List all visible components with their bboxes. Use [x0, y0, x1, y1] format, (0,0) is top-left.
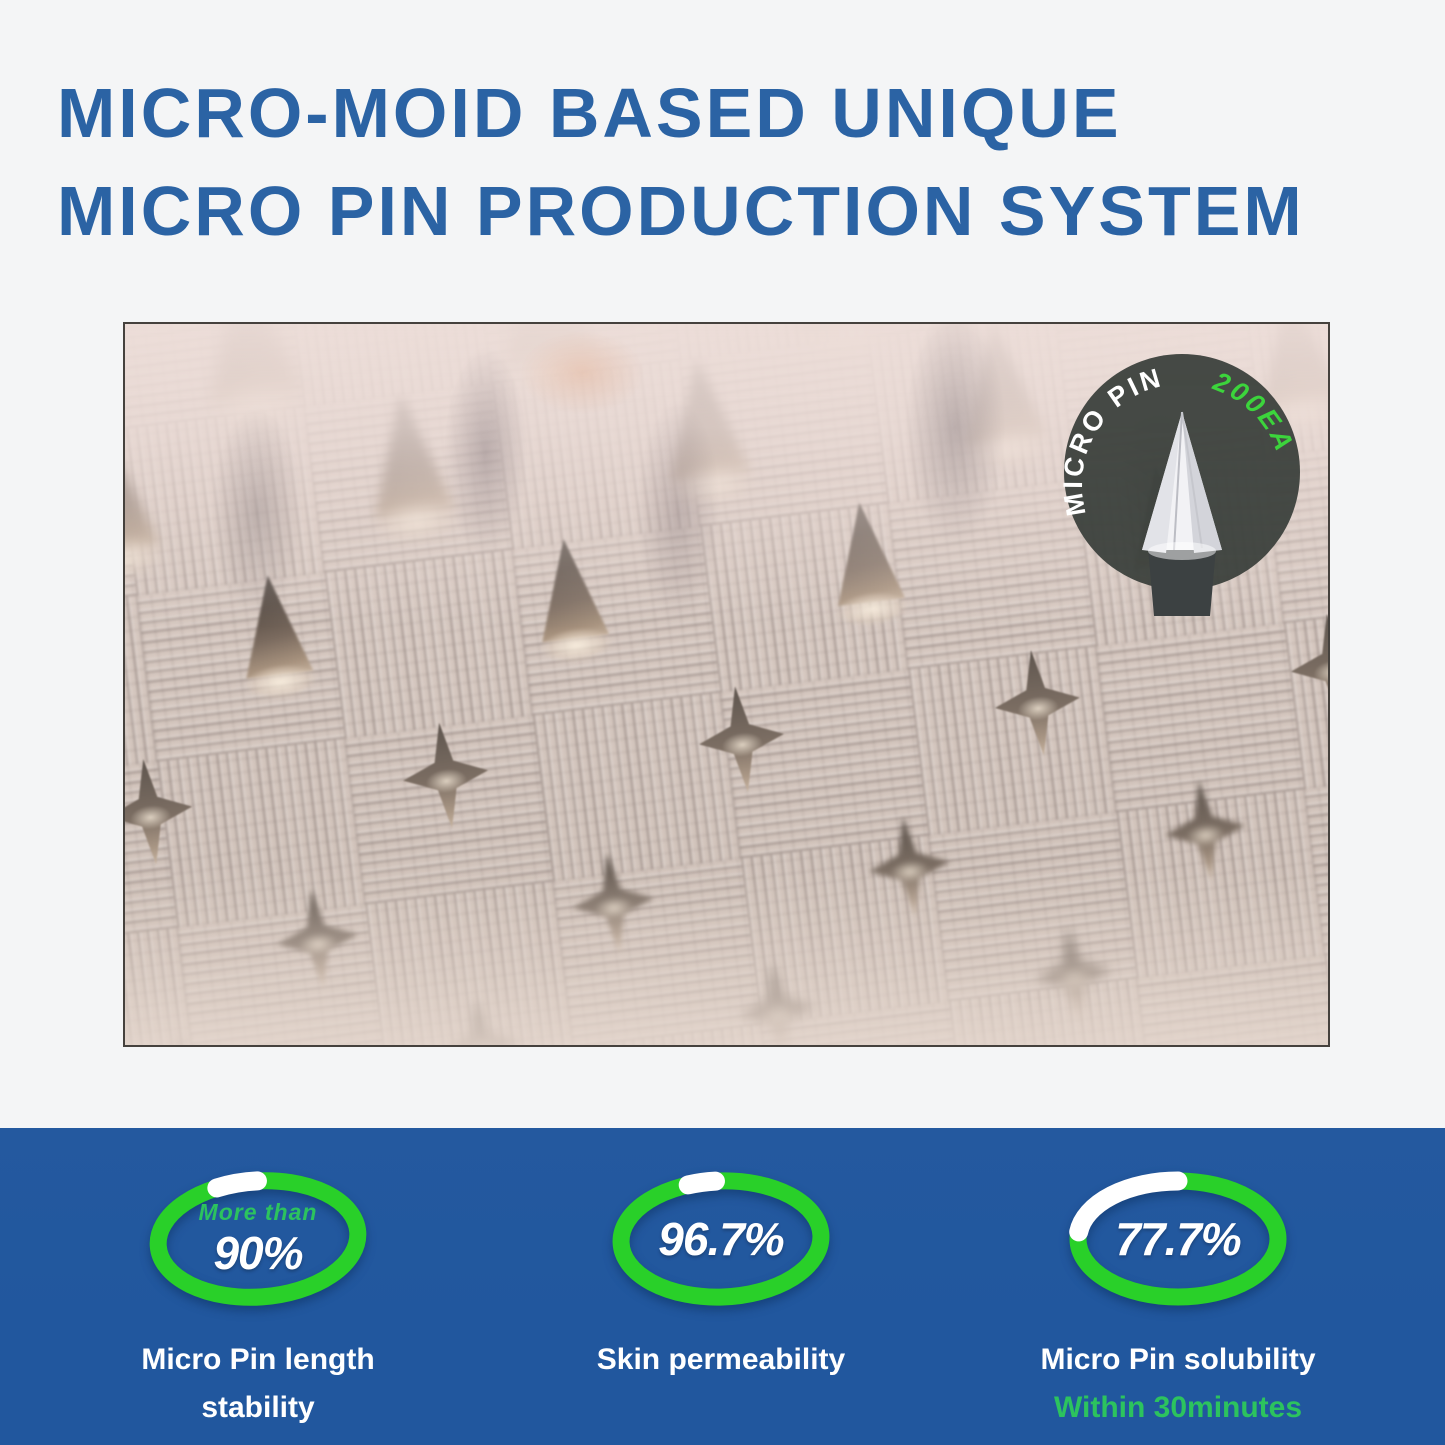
stat-prefix: More than	[198, 1198, 318, 1225]
micro-pin-spike	[1158, 775, 1251, 885]
stat-label-line1: Micro Pin length	[141, 1343, 375, 1376]
micro-pin-spike	[817, 497, 917, 638]
ring-text: 77.7%	[1058, 1164, 1298, 1314]
stat-sublabel: Within 30minutes	[1053, 1391, 1303, 1424]
stat-label: Micro Pin solubility Within 30minutes	[978, 1336, 1378, 1432]
micro-pin-spike	[646, 350, 767, 521]
progress-ring-wrap: More than 90%	[138, 1164, 378, 1314]
stat-label: Skin permeability	[521, 1336, 921, 1384]
micro-pin-spike	[988, 645, 1086, 761]
stat-label-line1: Micro Pin solubility	[1040, 1343, 1316, 1376]
stat-value: 96.7%	[658, 1213, 784, 1265]
micro-pin-spike	[437, 995, 525, 1047]
micro-pin-spike	[863, 811, 956, 921]
micro-pin-spike	[567, 848, 660, 958]
stat-pin-length-stability: More than 90% Micro Pin length stability	[58, 1164, 458, 1432]
weave-tile	[324, 549, 533, 739]
stat-value: 90%	[213, 1226, 303, 1279]
micro-pin-spike	[941, 322, 1062, 485]
micro-pin-spike	[397, 717, 495, 833]
progress-ring-icon	[149, 1171, 367, 1306]
micro-pin-spike	[226, 570, 326, 711]
micro-pin-spike	[180, 322, 322, 448]
progress-ring-icon	[612, 1171, 830, 1306]
stat-pin-solubility: 77.7% Micro Pin solubility Within 30minu…	[978, 1164, 1378, 1432]
stat-skin-permeability: 96.7% Skin permeability	[521, 1164, 921, 1384]
progress-ring-wrap: 77.7%	[1058, 1164, 1298, 1314]
ring-text: 96.7%	[601, 1164, 841, 1314]
micro-pin-spike	[123, 754, 199, 870]
micro-pin-spike	[522, 534, 622, 675]
micro-pin-badge: MICRO PIN 200EA	[1058, 352, 1302, 652]
headline-line-1: MICRO-MOID BASED UNIQUE	[57, 74, 1122, 152]
micro-pin-spike	[476, 322, 618, 412]
micro-pin-spike	[1029, 922, 1117, 1027]
headline-line-2: MICRO PIN PRODUCTION SYSTEM	[57, 172, 1305, 250]
stats-band: More than 90% Micro Pin length stability…	[0, 1128, 1445, 1445]
microneedle-photo: MICRO PIN 200EA	[123, 322, 1330, 1047]
micro-pin-spike	[733, 959, 821, 1047]
stat-label-line1: Skin permeability	[596, 1343, 846, 1376]
stat-label: Micro Pin length stability	[58, 1336, 458, 1432]
headline: MICRO-MOID BASED UNIQUE MICRO PIN PRODUC…	[57, 64, 1305, 260]
ring-text: More than 90%	[138, 1164, 378, 1314]
progress-ring-icon	[1069, 1171, 1287, 1306]
micro-pin-spike	[271, 884, 364, 994]
micro-pin-spike	[350, 387, 471, 558]
stat-value: 77.7%	[1115, 1213, 1241, 1265]
progress-ring-wrap: 96.7%	[601, 1164, 841, 1314]
micro-pin-spike	[693, 681, 791, 797]
stat-label-line2: stability	[201, 1391, 315, 1424]
